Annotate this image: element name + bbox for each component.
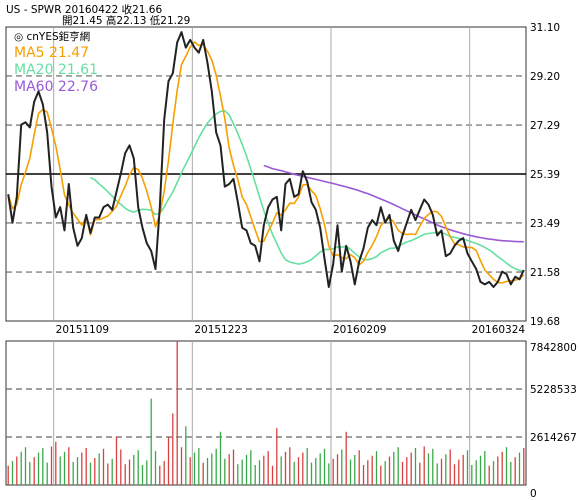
watermark: ◎ cnYES鉅亨網 (14, 30, 90, 43)
x-tick-label: 20151223 (194, 324, 247, 336)
legend-ma60: MA60 22.76 (14, 79, 98, 95)
close-line (7, 31, 525, 288)
x-tick-label: 20151109 (56, 324, 109, 336)
volume-tick-label: 7842800 (530, 342, 577, 354)
volume-bars (7, 341, 525, 485)
close-series (7, 31, 525, 288)
price-tick-label: 29.20 (530, 71, 560, 83)
x-axis: 20151109 20151223 20160209 20160324 (56, 324, 526, 336)
ma60-line (263, 164, 524, 243)
volume-panel-frame (5, 340, 527, 486)
volume-tick-label: 0 (530, 488, 537, 500)
ma20-series (90, 109, 524, 273)
price-tick-label: 31.10 (530, 22, 560, 34)
legend-ma20: MA20 21.61 (14, 62, 98, 78)
volume-grid (6, 341, 526, 485)
x-tick-label: 20160209 (333, 324, 386, 336)
volume-y-axis: 7842800 5228533 2614267 0 (530, 342, 577, 500)
price-tick-label: 25.39 (530, 169, 560, 181)
ma20-line (90, 109, 524, 273)
volume-tick-label: 5228533 (530, 384, 577, 396)
ma60-series (263, 164, 524, 243)
price-tick-label: 23.49 (530, 218, 560, 230)
price-tick-label: 19.68 (530, 316, 560, 328)
legend-ma5: MA5 21.47 (14, 45, 89, 61)
price-tick-label: 27.29 (530, 120, 560, 132)
price-y-axis: 31.10 29.20 27.29 25.39 23.49 21.58 19.68 (530, 22, 560, 328)
header-line-2: 開21.45 高22.13 低21.29 (62, 14, 190, 27)
price-tick-label: 21.58 (530, 267, 560, 279)
x-tick-label: 20160324 (472, 324, 526, 336)
header-line-1: US - SPWR 20160422 收21.66 (6, 3, 162, 16)
volume-tick-label: 2614267 (530, 432, 577, 444)
